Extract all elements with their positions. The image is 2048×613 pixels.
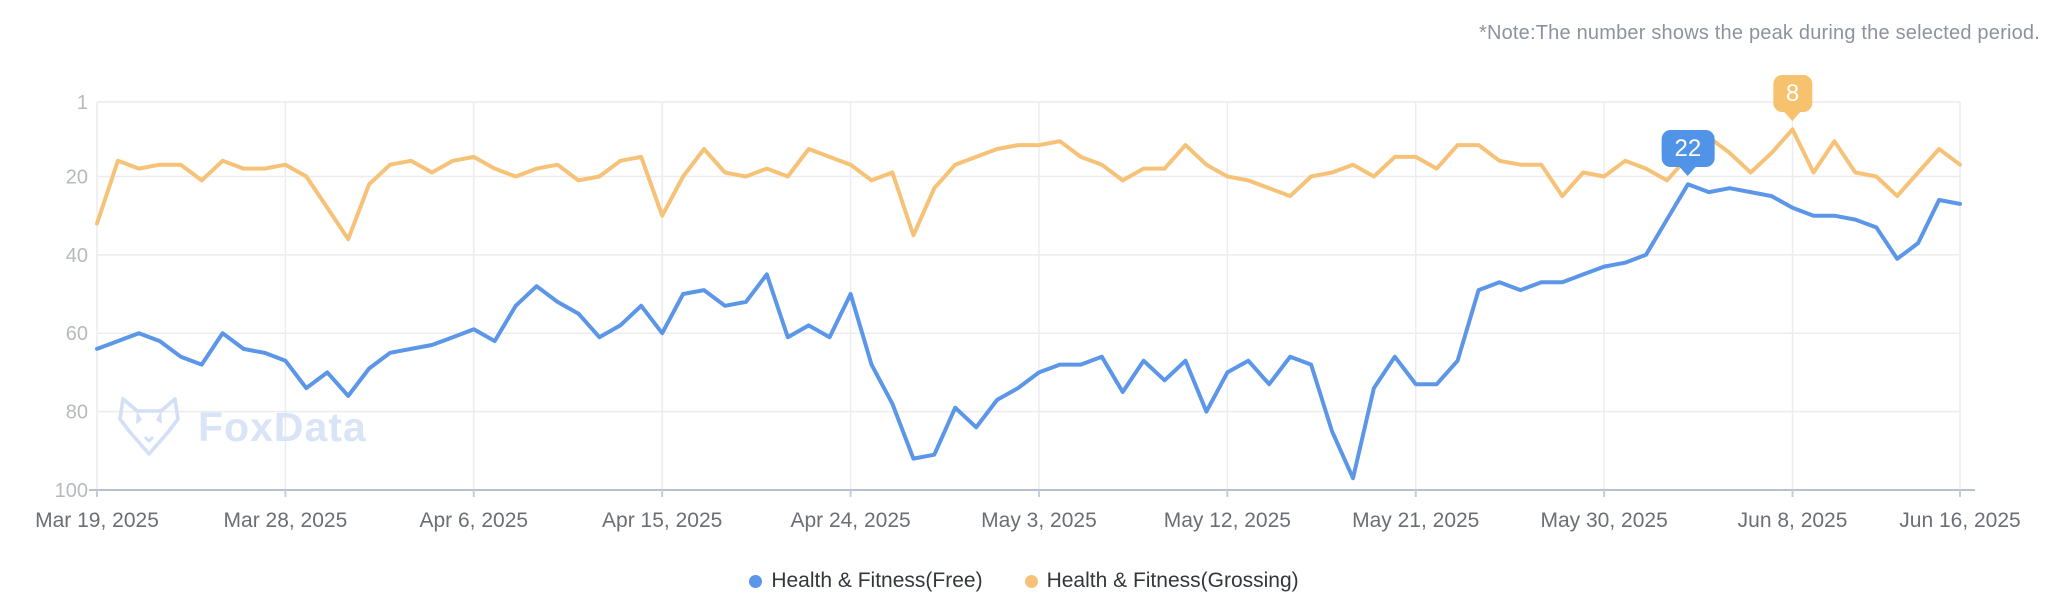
legend-label-free: Health & Fitness(Free) xyxy=(771,569,983,592)
legend-label-grossing: Health & Fitness(Grossing) xyxy=(1046,569,1299,592)
y-tick-label: 40 xyxy=(66,245,88,267)
series-line-free xyxy=(95,182,1962,481)
legend: Health & Fitness(Free) Health & Fitness(… xyxy=(0,569,2048,593)
legend-dot-free-icon xyxy=(749,574,763,588)
x-tick-label: Apr 6, 2025 xyxy=(419,509,528,532)
x-tick-label: Apr 24, 2025 xyxy=(790,509,910,532)
legend-item-free[interactable]: Health & Fitness(Free) xyxy=(749,569,983,593)
peak-badge-grossing-value: 8 xyxy=(1785,80,1800,108)
x-tick-label: Mar 19, 2025 xyxy=(35,509,159,532)
x-tick-label: Jun 16, 2025 xyxy=(1899,509,2020,532)
legend-dot-grossing-icon xyxy=(1024,574,1038,588)
peak-badge-free: 22 xyxy=(1661,130,1715,168)
x-tick-label: May 3, 2025 xyxy=(981,509,1097,532)
x-axis-labels: Mar 19, 2025 Mar 28, 2025 Apr 6, 2025 Apr 1… xyxy=(35,509,2021,532)
y-tick-label: 60 xyxy=(66,323,88,345)
x-tick-label: Apr 15, 2025 xyxy=(602,509,722,532)
y-axis-labels: 1 20 40 60 80 100 xyxy=(55,92,88,502)
y-tick-label: 100 xyxy=(55,480,88,502)
series-line-grossing xyxy=(95,127,1962,242)
y-tick-label: 1 xyxy=(77,92,88,114)
peak-badge-free-value: 22 xyxy=(1674,135,1702,163)
x-tick-label: Jun 8, 2025 xyxy=(1738,509,1848,532)
x-tick-label: May 12, 2025 xyxy=(1164,509,1291,532)
x-tick-label: Mar 28, 2025 xyxy=(224,509,348,532)
legend-item-grossing[interactable]: Health & Fitness(Grossing) xyxy=(1024,569,1299,593)
y-tick-label: 80 xyxy=(66,402,88,424)
x-axis xyxy=(89,489,1975,497)
x-tick-label: May 30, 2025 xyxy=(1541,509,1668,532)
peak-note: *Note:The number shows the peak during t… xyxy=(1478,22,2040,44)
x-tick-label: May 21, 2025 xyxy=(1352,509,1479,532)
peak-badge-grossing: 8 xyxy=(1772,75,1813,113)
y-tick-label: 20 xyxy=(66,166,88,188)
